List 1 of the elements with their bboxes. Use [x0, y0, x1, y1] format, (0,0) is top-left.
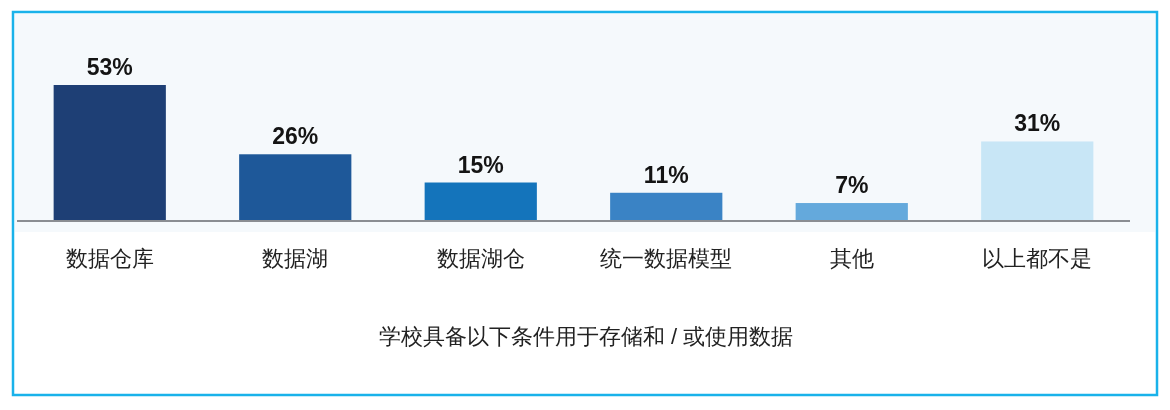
x-axis-title: 学校具备以下条件用于存储和 / 或使用数据 [378, 324, 794, 349]
